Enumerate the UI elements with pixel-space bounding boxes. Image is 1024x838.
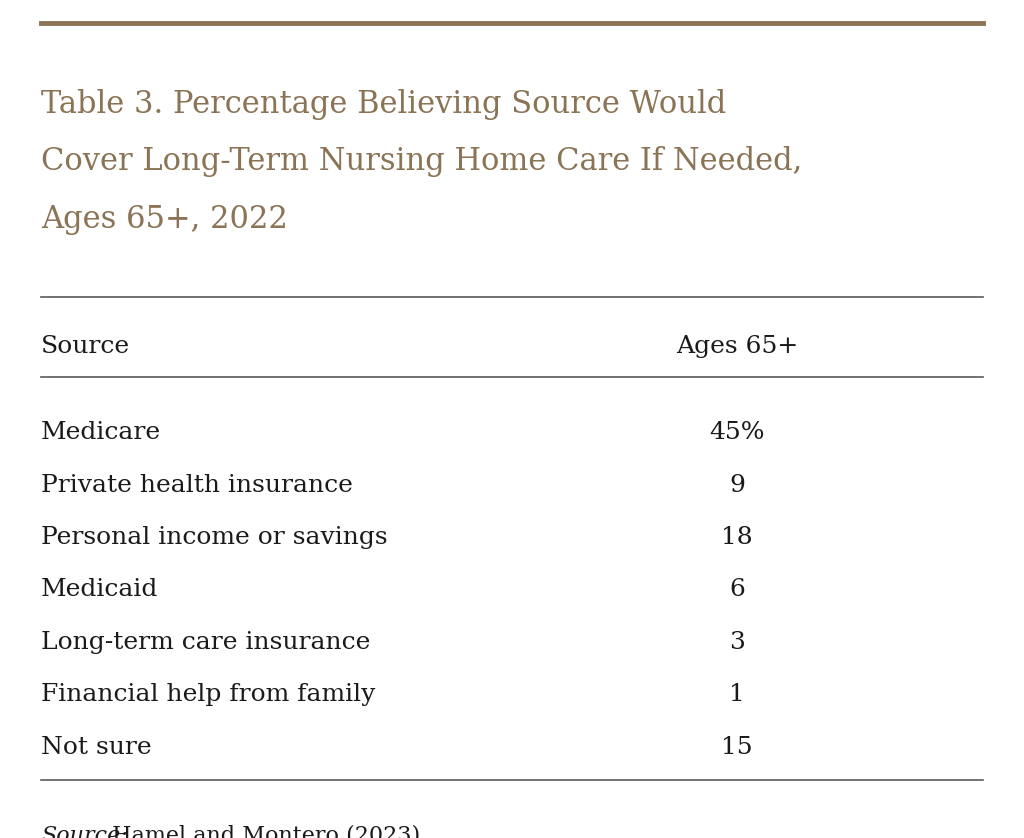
Text: 45%: 45% [710, 422, 765, 444]
Text: 9: 9 [729, 473, 745, 497]
Text: Table 3. Percentage Believing Source Would: Table 3. Percentage Believing Source Wou… [41, 89, 726, 120]
Text: Long-term care insurance: Long-term care insurance [41, 631, 371, 654]
Text: Personal income or savings: Personal income or savings [41, 526, 388, 549]
Text: Ages 65+: Ages 65+ [676, 335, 799, 358]
Text: Source:: Source: [41, 825, 128, 838]
Text: 3: 3 [729, 631, 745, 654]
Text: Hamel and Montero (2023).: Hamel and Montero (2023). [105, 825, 428, 838]
Text: Ages 65+, 2022: Ages 65+, 2022 [41, 204, 288, 235]
Text: 6: 6 [729, 578, 745, 602]
Text: Source: Source [41, 335, 130, 358]
Text: 15: 15 [722, 736, 753, 758]
Text: 1: 1 [729, 683, 745, 706]
Text: 18: 18 [722, 526, 753, 549]
Text: Cover Long-Term Nursing Home Care If Needed,: Cover Long-Term Nursing Home Care If Nee… [41, 147, 802, 178]
Text: Private health insurance: Private health insurance [41, 473, 353, 497]
Text: Not sure: Not sure [41, 736, 152, 758]
Text: Medicaid: Medicaid [41, 578, 159, 602]
Text: Medicare: Medicare [41, 422, 161, 444]
Text: Financial help from family: Financial help from family [41, 683, 376, 706]
